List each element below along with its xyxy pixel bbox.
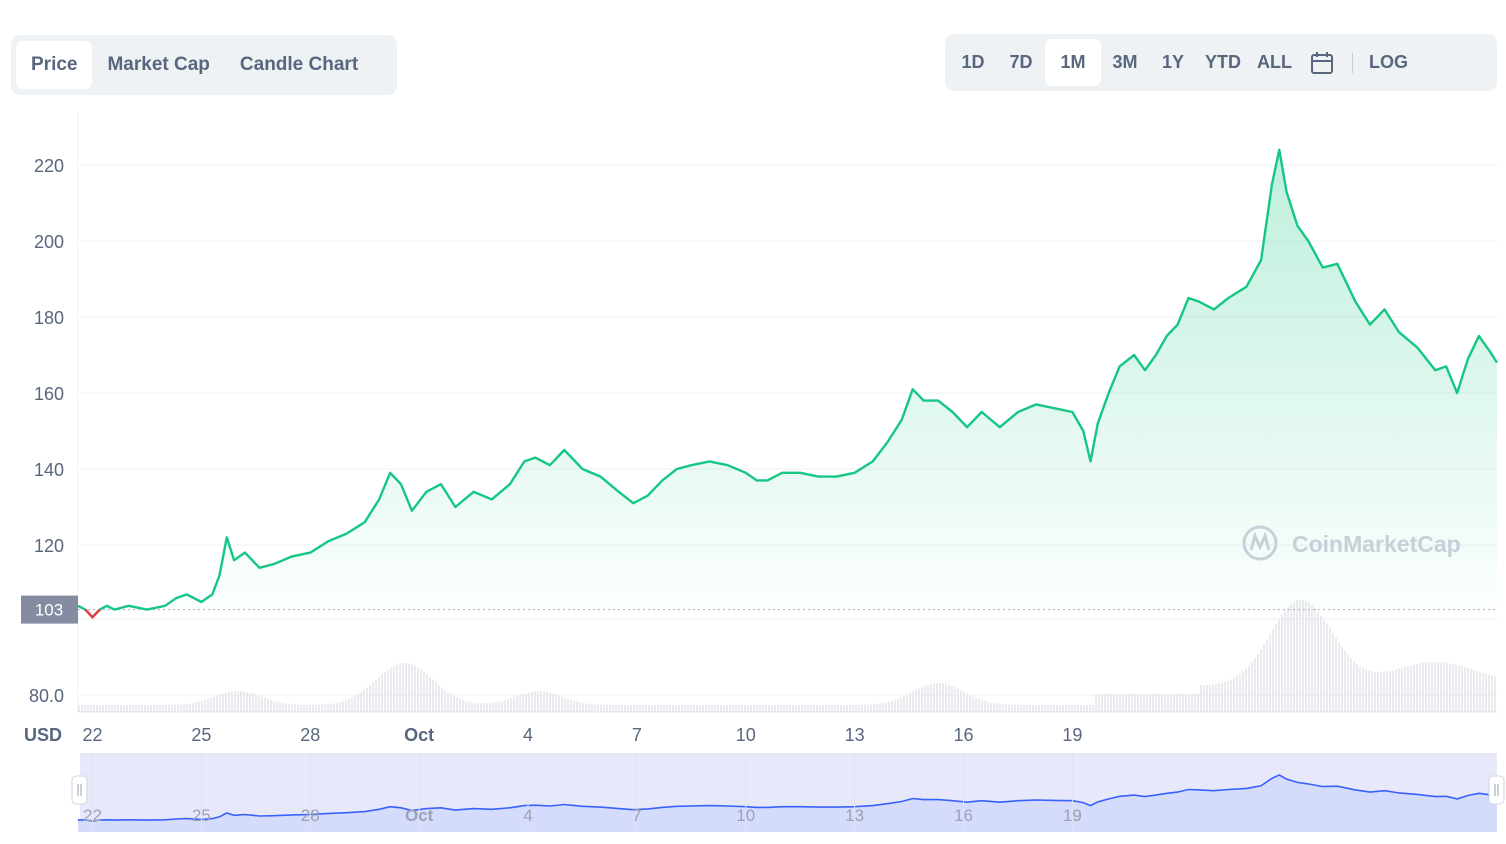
y-tick-label: 160	[34, 384, 64, 404]
y-tick-label: 220	[34, 156, 64, 176]
navigator-line	[77, 774, 1498, 822]
x-tick-label: 19	[1062, 725, 1082, 745]
range-1y[interactable]: 1Y	[1161, 52, 1185, 72]
tab-market-cap[interactable]: Market Cap	[107, 54, 210, 75]
x-tick-label: 28	[300, 725, 320, 745]
price-line-below-reference	[84, 608, 101, 619]
log-toggle[interactable]: LOG	[1369, 52, 1408, 72]
reference-label: 103	[35, 601, 63, 620]
tab-price[interactable]: Price	[16, 41, 93, 89]
navigator-tick-label: 16	[954, 806, 973, 825]
chart-type-tabs: Price Market Cap Candle Chart	[11, 35, 397, 95]
x-tick-label: 4	[523, 725, 533, 745]
x-tick-label: 13	[845, 725, 865, 745]
currency-label: USD	[24, 725, 62, 745]
range-ytd[interactable]: YTD	[1205, 52, 1241, 72]
range-all[interactable]: ALL	[1257, 52, 1292, 72]
calendar-icon[interactable]	[1300, 39, 1344, 86]
range-navigator[interactable]: 22 25 28 Oct 4 7 10 13 16 19	[71, 753, 1505, 832]
navigator-tick-label: 13	[845, 806, 864, 825]
range-1m[interactable]: 1M	[1045, 39, 1101, 86]
y-tick-label: 180	[34, 308, 64, 328]
navigator-tick-label: 7	[632, 806, 641, 825]
tab-candle-chart[interactable]: Candle Chart	[239, 54, 359, 75]
reference-label-box	[21, 595, 78, 624]
x-tick-label: 25	[191, 725, 211, 745]
navigator-tick-label: 10	[736, 806, 755, 825]
navigator-area	[78, 775, 1497, 832]
range-7d[interactable]: 7D	[1009, 52, 1033, 72]
range-1d[interactable]: 1D	[961, 52, 985, 72]
navigator-background	[80, 753, 1497, 832]
navigator-tick-label: 28	[301, 806, 320, 825]
y-tick-label: 140	[34, 460, 64, 480]
volume-bars	[78, 599, 1496, 712]
navigator-handle-left[interactable]	[71, 775, 88, 805]
range-selector: 1D 7D 1M 3M 1Y YTD ALL LOG	[945, 34, 1497, 91]
navigator-tick-label: 25	[192, 806, 211, 825]
navigator-tick-label: 22	[83, 806, 102, 825]
price-line	[77, 148, 1499, 619]
x-tick-label: 22	[83, 725, 103, 745]
price-area	[78, 149, 1497, 618]
x-tick-label: 10	[736, 725, 756, 745]
navigator-tick-label: Oct	[405, 806, 434, 825]
range-3m[interactable]: 3M	[1112, 52, 1138, 72]
x-tick-label: 16	[953, 725, 973, 745]
x-tick-label: 7	[632, 725, 642, 745]
navigator-handle-right[interactable]	[1488, 775, 1505, 805]
y-tick-label: 120	[34, 536, 64, 556]
y-tick-label: 200	[34, 232, 64, 252]
watermark: CoinMarketCap	[1242, 525, 1461, 561]
navigator-tick-label: 19	[1063, 806, 1082, 825]
watermark-text: CoinMarketCap	[1292, 531, 1461, 557]
navigator-tick-label: 4	[523, 806, 532, 825]
divider	[1352, 52, 1353, 73]
x-tick-label: Oct	[404, 725, 434, 745]
y-tick-label: 80.0	[29, 686, 64, 706]
